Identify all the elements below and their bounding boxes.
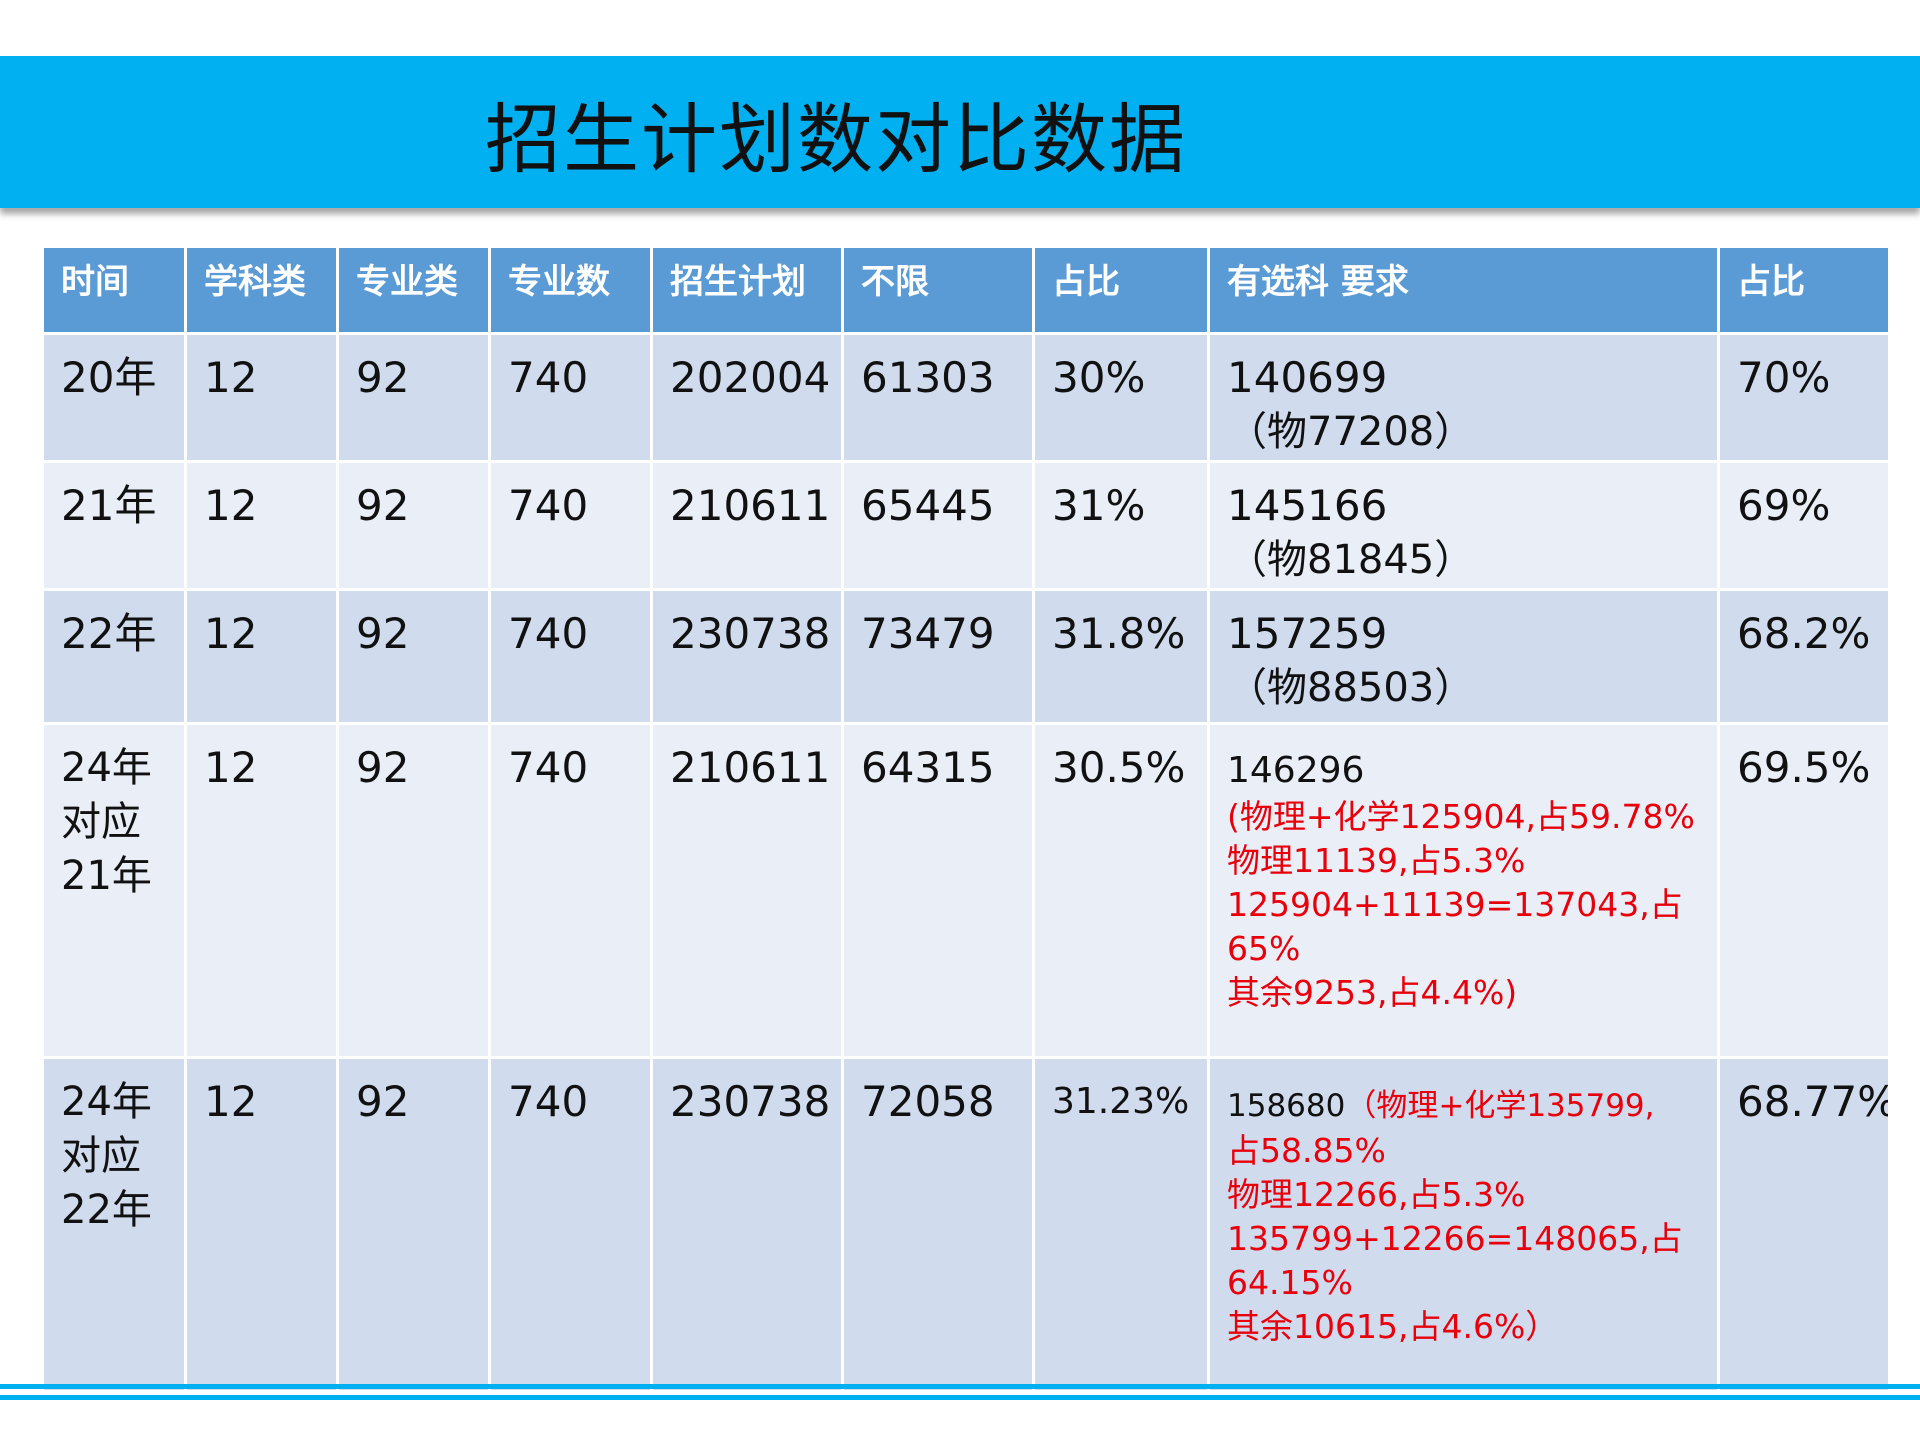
table-row: 20年 12 92 740 202004 61303 30% 140699 （物… (41, 332, 1891, 463)
required-note: 135799+12266=148065,占 (1227, 1219, 1683, 1258)
cell-unlimited: 64315 (841, 722, 1035, 1059)
cell-major-category: 92 (336, 1056, 491, 1393)
bottom-divider (0, 1384, 1920, 1389)
cell-time: 21年 (41, 460, 187, 591)
required-note: 物理11139,占5.3% (1227, 841, 1526, 880)
cell-subject-category: 12 (184, 588, 339, 725)
cell-major-category: 92 (336, 460, 491, 591)
cell-subject-category: 12 (184, 332, 339, 463)
cell-subject-required: 140699 （物77208） (1207, 332, 1720, 463)
bottom-divider (0, 1395, 1920, 1400)
cell-major-category: 92 (336, 722, 491, 1059)
time-line: 21年 (61, 853, 152, 899)
cell-major-count: 740 (488, 460, 653, 591)
header-subject-required: 有选科 要求 (1207, 245, 1720, 335)
cell-time: 20年 (41, 332, 187, 463)
required-physics: （物77208） (1227, 409, 1475, 455)
header-unlimited: 不限 (841, 245, 1035, 335)
required-physics: （物81845） (1227, 537, 1475, 583)
header-enrollment-plan: 招生计划 (650, 245, 844, 335)
required-note: 其余10615,占4.6%） (1227, 1307, 1559, 1346)
cell-ratio-unlimited: 30.5% (1032, 722, 1210, 1059)
table-row: 21年 12 92 740 210611 65445 31% 145166 （物… (41, 460, 1891, 591)
header-major-category: 专业类 (336, 245, 491, 335)
required-main: 145166 (1227, 481, 1388, 530)
cell-major-count: 740 (488, 722, 653, 1059)
table-row: 24年 对应 22年 12 92 740 230738 72058 31.23%… (41, 1056, 1891, 1393)
required-inline-note: （物理+化学135799, (1345, 1088, 1655, 1124)
cell-time: 24年 对应 22年 (41, 1056, 187, 1393)
required-note: (物理+化学125904,占59.78% (1227, 797, 1695, 836)
required-main: 157259 (1227, 609, 1388, 658)
cell-plan: 210611 (650, 460, 844, 591)
cell-plan: 230738 (650, 1056, 844, 1393)
time-line: 对应 (61, 1133, 141, 1179)
time-line: 对应 (61, 799, 141, 845)
cell-major-category: 92 (336, 588, 491, 725)
header-time: 时间 (41, 245, 187, 335)
page-title: 招生计划数对比数据 (485, 95, 1187, 184)
cell-unlimited: 73479 (841, 588, 1035, 725)
cell-time: 24年 对应 21年 (41, 722, 187, 1059)
cell-ratio-required: 68.77% (1717, 1056, 1891, 1393)
time-line: 24年 (61, 745, 152, 791)
time-line: 22年 (61, 1187, 152, 1233)
cell-plan: 202004 (650, 332, 844, 463)
header-major-count: 专业数 (488, 245, 653, 335)
title-bar (0, 56, 1920, 208)
cell-subject-category: 12 (184, 1056, 339, 1393)
header-ratio-required: 占比 (1717, 245, 1891, 335)
required-main: 158680 (1227, 1088, 1346, 1124)
required-note: 占58.85% (1227, 1131, 1386, 1170)
cell-major-category: 92 (336, 332, 491, 463)
table-header-row: 时间 学科类 专业类 专业数 招生计划 不限 占比 有选科 要求 占比 (41, 245, 1891, 335)
cell-major-count: 740 (488, 1056, 653, 1393)
cell-ratio-unlimited: 31% (1032, 460, 1210, 591)
cell-ratio-required: 69.5% (1717, 722, 1891, 1059)
cell-major-count: 740 (488, 588, 653, 725)
cell-ratio-unlimited: 31.23% (1032, 1056, 1210, 1393)
required-note: 64.15% (1227, 1263, 1353, 1302)
required-main: 140699 (1227, 353, 1388, 402)
cell-subject-required: 157259 （物88503） (1207, 588, 1720, 725)
cell-unlimited: 61303 (841, 332, 1035, 463)
cell-subject-category: 12 (184, 722, 339, 1059)
required-note: 物理12266,占5.3% (1227, 1175, 1526, 1214)
cell-major-count: 740 (488, 332, 653, 463)
header-ratio-unlimited: 占比 (1032, 245, 1210, 335)
cell-unlimited: 72058 (841, 1056, 1035, 1393)
cell-subject-category: 12 (184, 460, 339, 591)
cell-ratio-required: 68.2% (1717, 588, 1891, 725)
header-subject-category: 学科类 (184, 245, 339, 335)
cell-subject-required: 145166 （物81845） (1207, 460, 1720, 591)
required-note: 125904+11139=137043,占65% (1227, 885, 1683, 968)
cell-unlimited: 65445 (841, 460, 1035, 591)
table-row: 24年 对应 21年 12 92 740 210611 64315 30.5% … (41, 722, 1891, 1059)
cell-subject-required: 158680（物理+化学135799, 占58.85% 物理12266,占5.3… (1207, 1056, 1720, 1393)
cell-plan: 210611 (650, 722, 844, 1059)
cell-plan: 230738 (650, 588, 844, 725)
required-note: 其余9253,占4.4%) (1227, 973, 1518, 1012)
cell-ratio-required: 69% (1717, 460, 1891, 591)
required-main: 146296 (1227, 750, 1365, 791)
time-line: 24年 (61, 1079, 152, 1125)
table-row: 22年 12 92 740 230738 73479 31.8% 157259 … (41, 588, 1891, 725)
required-physics: （物88503） (1227, 665, 1475, 711)
cell-ratio-unlimited: 30% (1032, 332, 1210, 463)
cell-ratio-required: 70% (1717, 332, 1891, 463)
cell-ratio-unlimited: 31.8% (1032, 588, 1210, 725)
cell-time: 22年 (41, 588, 187, 725)
data-table: 时间 学科类 专业类 专业数 招生计划 不限 占比 有选科 要求 占比 20年 … (41, 245, 1891, 1393)
cell-subject-required: 146296 (物理+化学125904,占59.78% 物理11139,占5.3… (1207, 722, 1720, 1059)
